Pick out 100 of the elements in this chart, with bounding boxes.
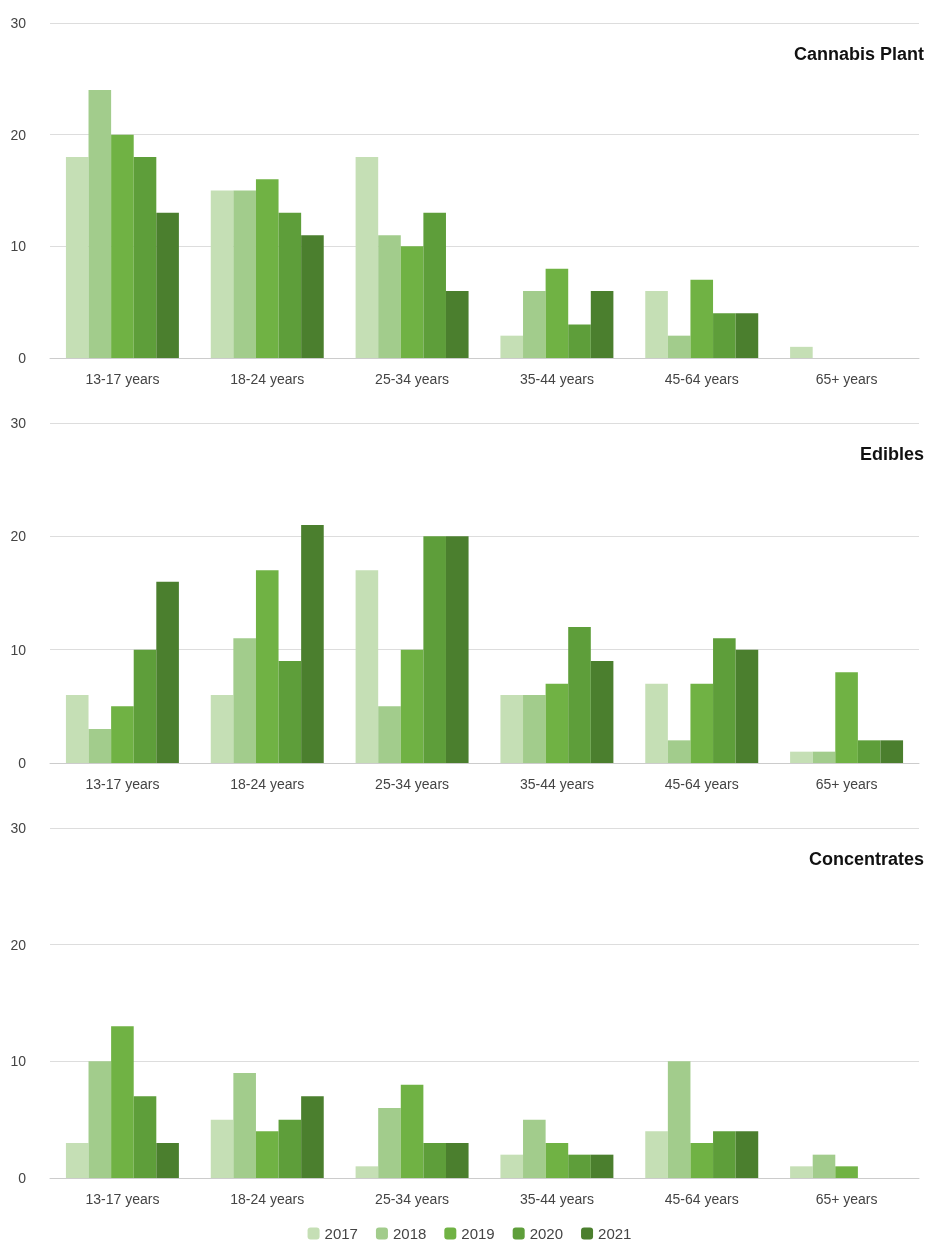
text: Cannabis Plant	[793, 44, 925, 64]
bar	[111, 134, 134, 358]
x-tick-label: 45-64 years	[664, 1191, 739, 1207]
bar	[378, 706, 401, 763]
bar	[133, 1096, 157, 1178]
y-tick-label: 0	[18, 1170, 27, 1186]
legend-label: 2017	[324, 1225, 358, 1242]
x-tick-label: 18-24 years	[230, 371, 305, 387]
bar	[523, 291, 546, 358]
bar	[65, 157, 89, 358]
x-tick-label: 25-34 years	[375, 776, 450, 792]
bar	[355, 157, 379, 358]
bar	[735, 313, 759, 358]
legend-label: 2021	[598, 1225, 632, 1242]
bar	[423, 1143, 446, 1178]
y-tick-label: 20	[10, 126, 27, 143]
bar	[301, 1096, 324, 1178]
y-tick-label: 0	[18, 755, 27, 771]
x-tick-label: 13-17 years	[85, 776, 160, 792]
legend-label: 2018	[392, 1225, 427, 1242]
bar	[301, 235, 324, 358]
bar	[111, 1026, 134, 1178]
bar	[423, 212, 446, 358]
bar	[880, 740, 904, 763]
bar	[590, 661, 614, 763]
bar	[233, 190, 256, 358]
bar	[423, 536, 446, 763]
bar	[645, 683, 668, 763]
y-tick-label: 20	[10, 528, 27, 545]
y-tick-label: 30	[10, 820, 27, 836]
legend-label: 2020	[529, 1225, 564, 1242]
bar	[690, 683, 714, 763]
bar	[523, 695, 546, 763]
x-tick-label: 35-44 years	[519, 1191, 594, 1207]
y-tick-label: 30	[10, 415, 27, 431]
bar	[65, 1143, 89, 1178]
bar	[500, 695, 524, 763]
bar	[590, 1154, 614, 1178]
bar	[210, 1119, 234, 1178]
x-tick-label: 18-24 years	[230, 1191, 305, 1207]
bar	[713, 313, 736, 358]
bar	[378, 1108, 401, 1178]
bar	[255, 179, 279, 358]
bar	[690, 1143, 714, 1178]
bar	[400, 649, 424, 763]
y-tick-label: 10	[10, 641, 27, 658]
x-tick-label: 35-44 years	[519, 776, 594, 792]
x-tick-label: 35-44 years	[519, 371, 594, 387]
y-tick-label: 10	[10, 1053, 27, 1070]
bar	[355, 570, 379, 763]
bar	[111, 706, 134, 763]
bar	[857, 740, 881, 763]
x-tick-label: 65+ years	[815, 776, 878, 792]
bar	[500, 1154, 524, 1178]
bar	[835, 1166, 858, 1178]
bar	[523, 1119, 546, 1178]
x-tick-label: 65+ years	[815, 1191, 878, 1207]
bar	[735, 1131, 759, 1178]
bar	[400, 246, 424, 358]
bar	[735, 649, 759, 763]
bar	[65, 695, 89, 763]
bar	[255, 1131, 279, 1178]
bar	[445, 536, 469, 763]
x-tick-label: 18-24 years	[230, 776, 305, 792]
bar	[210, 695, 234, 763]
bar	[645, 1131, 668, 1178]
x-tick-label: 65+ years	[815, 371, 878, 387]
bar	[812, 751, 836, 763]
bar	[545, 268, 569, 358]
bar	[690, 279, 714, 358]
bar	[133, 157, 157, 358]
x-tick-label: 13-17 years	[85, 1191, 160, 1207]
bar	[568, 324, 591, 358]
bar	[790, 751, 813, 763]
bar	[255, 570, 279, 763]
bar	[790, 1166, 813, 1178]
bar	[133, 649, 157, 763]
y-tick-label: 10	[10, 238, 27, 255]
bar	[233, 638, 256, 763]
bar	[500, 335, 524, 358]
bar	[713, 638, 736, 763]
legend-label: 2019	[461, 1225, 495, 1242]
bar	[667, 335, 691, 358]
bar	[590, 291, 614, 358]
bar	[667, 740, 691, 763]
bar	[156, 212, 179, 358]
bar	[812, 1154, 836, 1178]
bar	[378, 235, 401, 358]
bar	[88, 729, 112, 763]
bar	[400, 1084, 424, 1178]
bar	[88, 90, 112, 358]
bar	[301, 525, 324, 763]
bar	[355, 1166, 379, 1178]
bar	[790, 346, 813, 358]
bar	[278, 661, 302, 763]
bar	[210, 190, 234, 358]
x-tick-label: 45-64 years	[664, 776, 739, 792]
bar	[545, 683, 569, 763]
x-tick-label: 45-64 years	[664, 371, 739, 387]
bar	[445, 291, 469, 358]
